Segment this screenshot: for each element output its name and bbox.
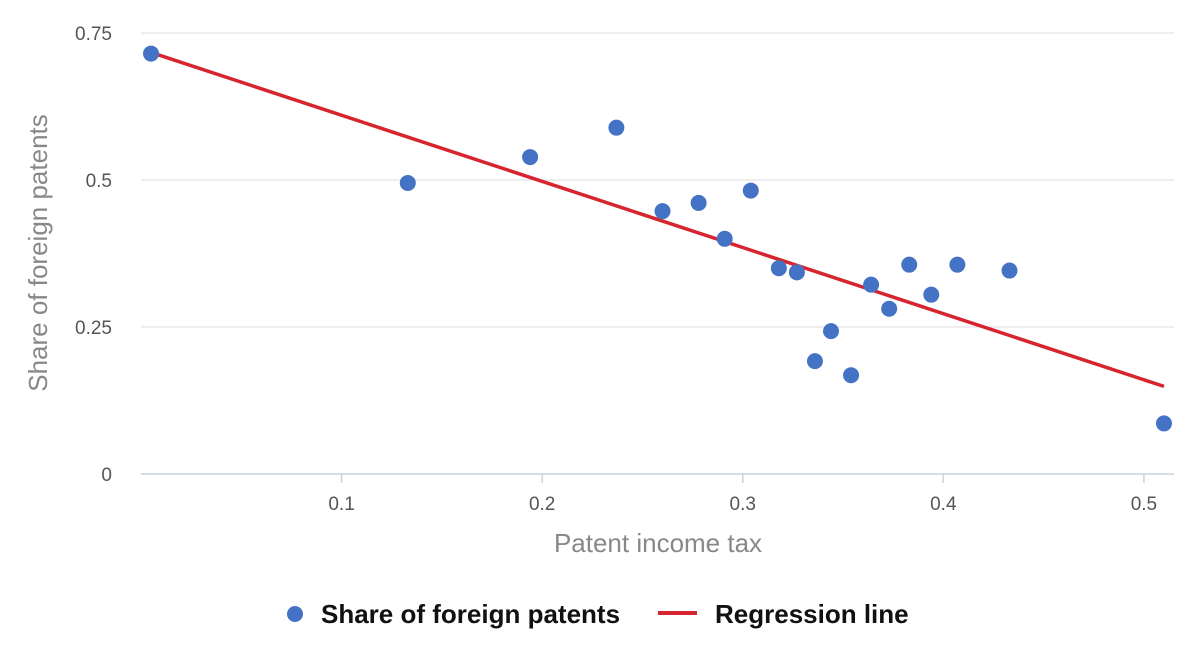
legend-marker-share — [287, 606, 303, 622]
x-tick-label: 0.5 — [1131, 494, 1157, 515]
scatter-point — [863, 276, 880, 293]
scatter-point — [522, 149, 539, 166]
x-tick-label: 0.1 — [328, 494, 354, 515]
scatter-point — [1001, 262, 1018, 279]
x-tick-label: 0.2 — [529, 494, 555, 515]
scatter-point — [654, 203, 671, 220]
scatter-point — [1155, 415, 1172, 432]
scatter-point — [806, 353, 823, 370]
gridlines — [141, 32, 1174, 328]
scatter-point — [788, 264, 805, 281]
y-axis-title: Share of foreign patents — [23, 114, 53, 392]
scatter-point — [608, 119, 625, 136]
y-tick-label: 0.25 — [75, 318, 112, 339]
scatter-point — [716, 230, 733, 247]
scatter-point — [770, 260, 787, 277]
legend-label-regression: Regression line — [715, 599, 909, 629]
scatter-point — [949, 256, 966, 273]
scatter-point — [881, 300, 898, 317]
scatter-point — [690, 194, 707, 211]
plot-area — [143, 45, 1172, 432]
regression-line — [150, 50, 1165, 389]
scatter-point — [143, 45, 160, 62]
scatter-point — [742, 182, 759, 199]
scatter-point — [823, 323, 840, 340]
x-tick-label: 0.4 — [930, 494, 957, 515]
scatter-point — [399, 174, 416, 191]
scatter-point — [843, 367, 860, 384]
y-tick-label: 0.75 — [75, 24, 112, 45]
legend: Share of foreign patents Regression line — [287, 599, 909, 629]
y-tick-label: 0 — [101, 465, 112, 486]
legend-label-share: Share of foreign patents — [321, 599, 620, 629]
scatter-point — [901, 256, 918, 273]
scatter-point — [923, 286, 940, 303]
x-tick-label: 0.3 — [730, 494, 756, 515]
x-axis-title: Patent income tax — [554, 528, 762, 558]
y-tick-label: 0.5 — [86, 171, 112, 192]
axes: 0 0.25 0.5 0.75 0.1 0.2 0.3 0.4 0.5 — [75, 24, 1174, 515]
